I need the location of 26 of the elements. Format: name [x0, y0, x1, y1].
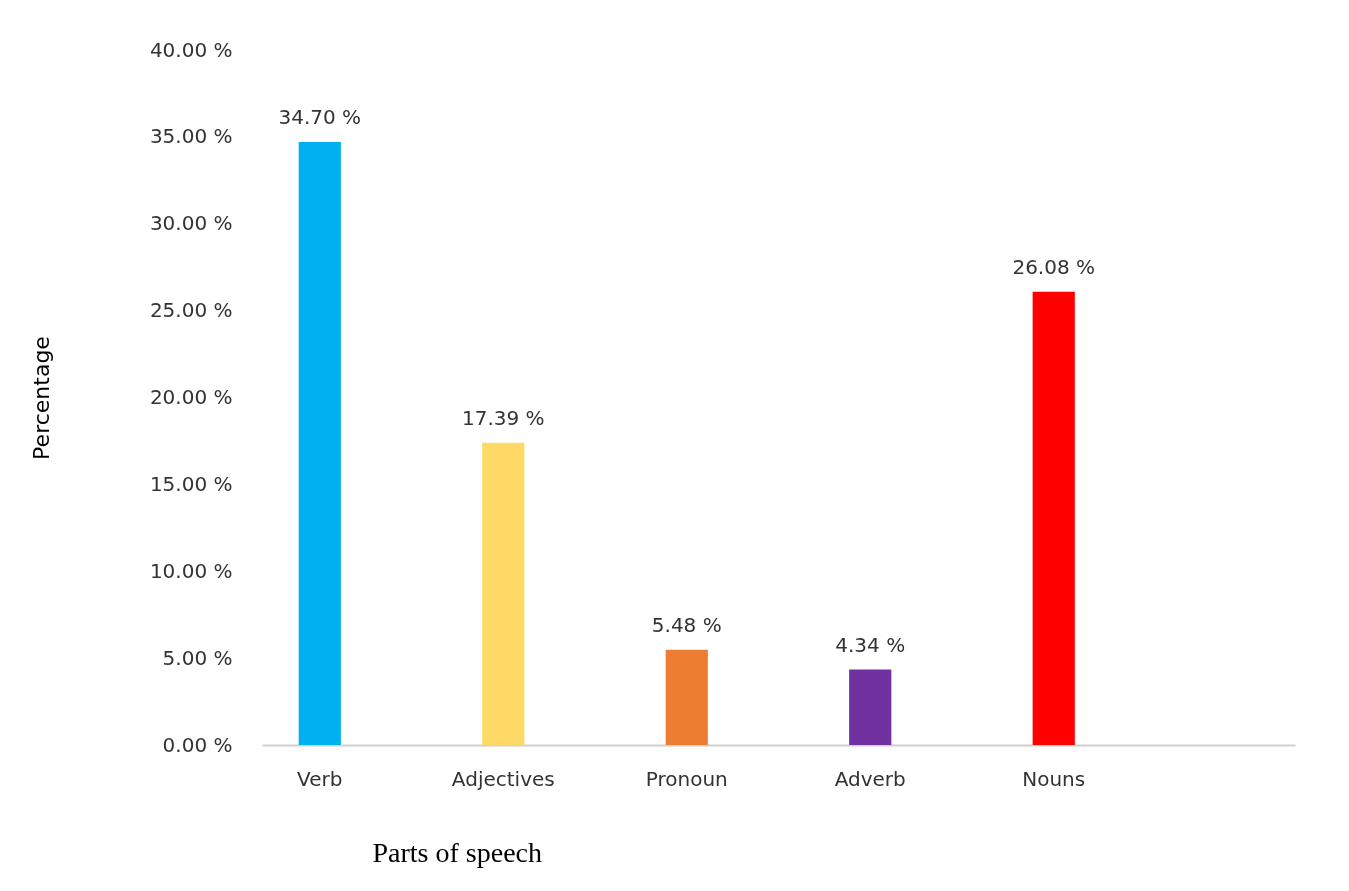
y-axis-title: Percentage: [28, 336, 54, 460]
y-tick-label: 0.00 %: [162, 732, 233, 757]
data-label: 5.48 %: [651, 612, 722, 637]
data-label: 34.70 %: [278, 105, 362, 130]
y-tick-label: 20.00 %: [149, 385, 233, 409]
y-tick-label: 25.00 %: [149, 298, 233, 323]
y-tick-label: 5.00 %: [162, 645, 233, 670]
x-axis-title: Parts of speech: [372, 836, 543, 868]
bar: [482, 442, 525, 745]
y-tick-label: 30.00 %: [149, 211, 233, 236]
y-tick-label: 35.00 %: [149, 124, 233, 149]
y-tick-label: 10.00 %: [149, 558, 233, 583]
x-tick-label: Adverb: [834, 766, 906, 791]
data-label: 26.08 %: [1012, 254, 1096, 279]
y-tick-label: 40.00 %: [149, 37, 233, 62]
y-tick-label: 15.00 %: [149, 471, 233, 496]
bar: [1032, 291, 1075, 745]
bar: [849, 669, 892, 745]
x-tick-label: Adjectives: [451, 766, 555, 791]
data-label: 4.34 %: [835, 632, 906, 657]
bar: [298, 142, 341, 745]
x-tick-label: Verb: [297, 766, 343, 791]
x-tick-label: Nouns: [1022, 766, 1086, 791]
data-label: 17.39 %: [461, 405, 545, 430]
x-tick-label: Pronoun: [645, 766, 728, 791]
bar: [665, 649, 708, 745]
